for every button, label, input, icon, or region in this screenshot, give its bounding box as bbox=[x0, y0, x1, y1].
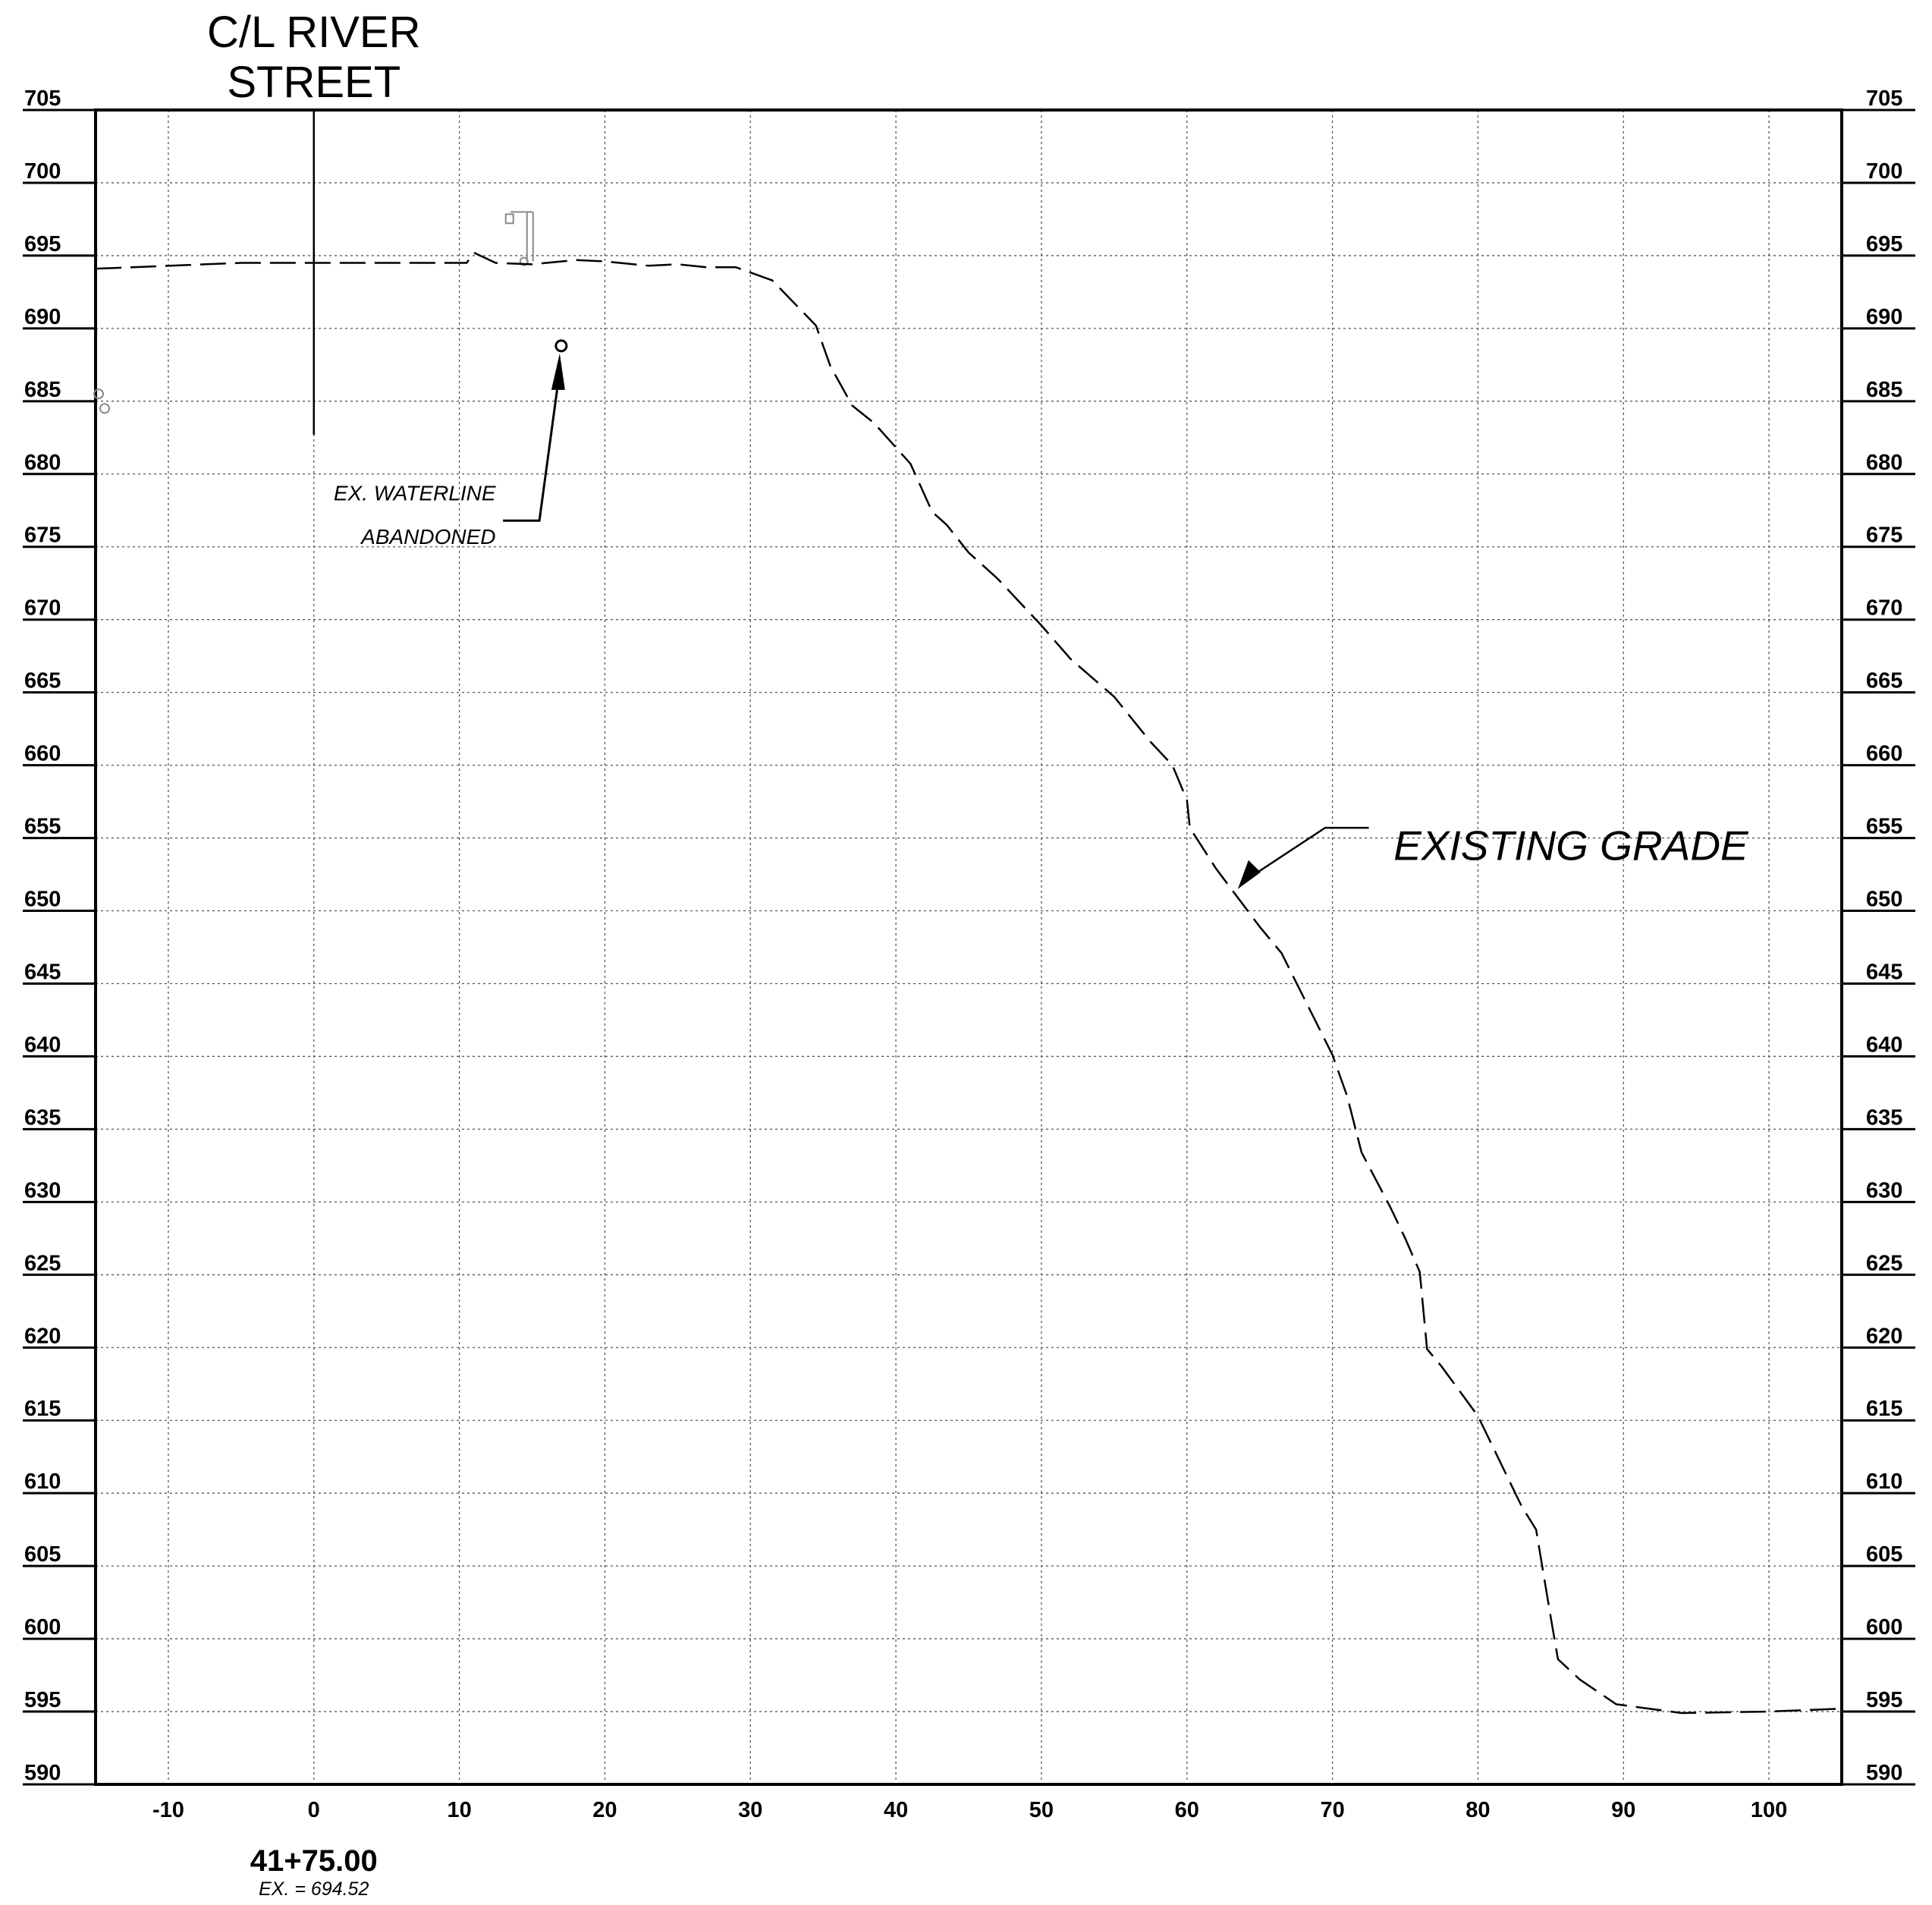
y-tick-label-left: 590 bbox=[24, 1761, 61, 1785]
y-tick-label-right: 595 bbox=[1866, 1688, 1902, 1712]
grade-arrowhead bbox=[1237, 860, 1261, 889]
utility-sign-symbol bbox=[504, 211, 534, 266]
centerline-label-line1: C/L RIVER bbox=[207, 8, 420, 57]
y-tick-label-left: 630 bbox=[24, 1178, 61, 1202]
x-tick-label: 90 bbox=[1611, 1798, 1635, 1822]
y-tick-label-left: 680 bbox=[24, 451, 61, 475]
y-tick-label-right: 630 bbox=[1866, 1178, 1902, 1202]
y-tick-label-left: 595 bbox=[24, 1688, 61, 1712]
y-tick-label-right: 705 bbox=[1866, 86, 1902, 111]
grid-lines bbox=[23, 108, 1915, 1786]
y-tick-label-right: 615 bbox=[1866, 1397, 1902, 1421]
x-tick-label: 10 bbox=[447, 1798, 471, 1822]
x-tick-label: 100 bbox=[1751, 1798, 1787, 1822]
x-tick-label: 50 bbox=[1029, 1798, 1054, 1822]
x-tick-label: 60 bbox=[1175, 1798, 1199, 1822]
y-tick-label-right: 660 bbox=[1866, 742, 1902, 766]
x-tick-label: 0 bbox=[308, 1798, 320, 1822]
y-tick-label-left: 650 bbox=[24, 888, 61, 912]
y-tick-label-left: 645 bbox=[24, 960, 61, 984]
y-tick-label-right: 685 bbox=[1866, 378, 1902, 402]
x-tick-label: 40 bbox=[884, 1798, 908, 1822]
y-tick-label-right: 680 bbox=[1866, 451, 1902, 475]
y-tick-label-left: 695 bbox=[24, 232, 61, 256]
y-tick-label-right: 665 bbox=[1866, 669, 1902, 693]
y-tick-label-left: 620 bbox=[24, 1324, 61, 1348]
grade-leader-line bbox=[1252, 826, 1369, 876]
y-tick-label-left: 640 bbox=[24, 1033, 61, 1057]
y-tick-label-right: 605 bbox=[1866, 1542, 1902, 1567]
y-tick-label-left: 655 bbox=[24, 815, 61, 839]
plot-frame bbox=[94, 108, 1843, 1786]
y-tick-label-left: 685 bbox=[24, 378, 61, 402]
y-tick-label-left: 670 bbox=[24, 596, 61, 621]
waterline-note-line1: EX. WATERLINE bbox=[334, 481, 496, 505]
y-tick-label-right: 650 bbox=[1866, 888, 1902, 912]
y-tick-label-left: 675 bbox=[24, 523, 61, 548]
y-tick-label-left: 600 bbox=[24, 1615, 61, 1639]
existing-grade-line bbox=[95, 251, 1842, 1715]
y-tick-label-left: 610 bbox=[24, 1470, 61, 1494]
y-tick-label-right: 590 bbox=[1866, 1761, 1902, 1785]
x-tick-label: 20 bbox=[592, 1798, 617, 1822]
y-tick-label-right: 695 bbox=[1866, 232, 1902, 256]
y-tick-label-right: 610 bbox=[1866, 1470, 1902, 1494]
y-tick-label-left: 635 bbox=[24, 1105, 61, 1130]
waterline-pipe-marker bbox=[554, 339, 568, 353]
existing-structure-symbols bbox=[93, 388, 110, 414]
y-tick-label-left: 700 bbox=[24, 159, 61, 184]
existing-grade-label: EXISTING GRADE bbox=[1393, 822, 1749, 869]
y-tick-label-right: 640 bbox=[1866, 1033, 1902, 1057]
x-tick-label: -10 bbox=[152, 1798, 184, 1822]
waterline-leader-line bbox=[503, 376, 561, 522]
y-tick-label-left: 660 bbox=[24, 742, 61, 766]
existing-elevation-label: EX. = 694.52 bbox=[259, 1878, 369, 1900]
waterline-note-line2: ABANDONED bbox=[360, 525, 495, 549]
x-tick-label: 30 bbox=[738, 1798, 762, 1822]
y-tick-label-left: 625 bbox=[24, 1251, 61, 1275]
y-tick-label-right: 645 bbox=[1866, 960, 1902, 984]
y-tick-label-right: 600 bbox=[1866, 1615, 1902, 1639]
y-tick-label-right: 690 bbox=[1866, 305, 1902, 329]
y-tick-label-left: 690 bbox=[24, 305, 61, 329]
y-tick-label-right: 620 bbox=[1866, 1324, 1902, 1348]
x-tick-label: 80 bbox=[1465, 1798, 1490, 1822]
y-tick-label-left: 705 bbox=[24, 86, 61, 111]
y-tick-label-left: 665 bbox=[24, 669, 61, 693]
y-tick-label-right: 655 bbox=[1866, 815, 1902, 839]
y-tick-label-right: 625 bbox=[1866, 1251, 1902, 1275]
centerline-label-line2: STREET bbox=[227, 58, 401, 107]
y-tick-label-right: 635 bbox=[1866, 1105, 1902, 1130]
station-label: 41+75.00 bbox=[250, 1844, 378, 1878]
y-tick-label-right: 675 bbox=[1866, 523, 1902, 548]
y-tick-label-left: 605 bbox=[24, 1542, 61, 1567]
y-tick-label-right: 700 bbox=[1866, 159, 1902, 184]
axis-tick-labels: -10 0 10 20 30 40 50 60 70 80 90 100 590 590 595 595 600… bbox=[24, 86, 1902, 1822]
waterline-arrowhead bbox=[551, 353, 565, 390]
y-tick-label-right: 670 bbox=[1866, 596, 1902, 621]
x-tick-label: 70 bbox=[1320, 1798, 1344, 1822]
y-tick-label-left: 615 bbox=[24, 1397, 61, 1421]
